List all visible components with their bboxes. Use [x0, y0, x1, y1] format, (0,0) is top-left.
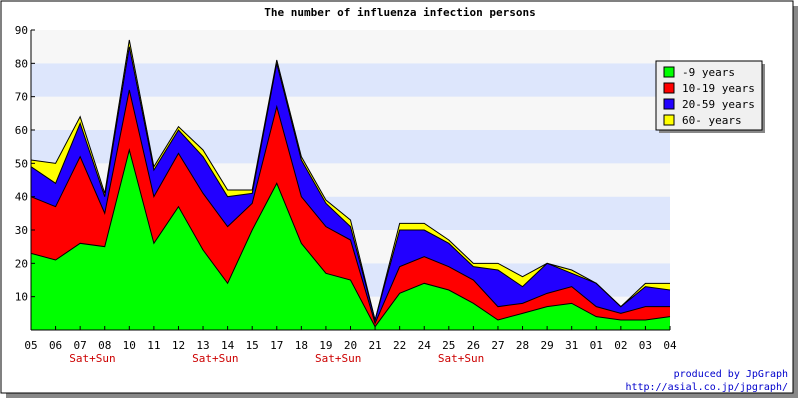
- weekend-label: Sat+Sun: [438, 352, 484, 365]
- x-tick-label: 31: [565, 339, 578, 352]
- x-tick-label: 25: [442, 339, 455, 352]
- x-tick-label: 12: [172, 339, 185, 352]
- y-tick-label: 50: [15, 157, 28, 170]
- grid-band: [31, 30, 670, 64]
- legend-label: 10-19 years: [682, 82, 755, 95]
- x-tick-label: 03: [639, 339, 652, 352]
- x-tick-label: 14: [221, 339, 235, 352]
- x-tick-label: 29: [540, 339, 553, 352]
- y-axis: 10 20 30 40 50 60 70 80 90: [15, 24, 35, 330]
- x-axis: 05 06 07 08 10 11 12 13 14 15 17 18 19 20 21 22 24 25 26 27…: [24, 326, 677, 365]
- x-tick-label: 28: [516, 339, 529, 352]
- x-tick-label: 15: [246, 339, 259, 352]
- x-tick-label: 27: [491, 339, 504, 352]
- x-tick-label: 13: [196, 339, 209, 352]
- y-tick-label: 80: [15, 57, 28, 70]
- y-tick-label: 20: [15, 257, 28, 270]
- legend-swatch: [663, 82, 675, 94]
- legend-swatch: [663, 114, 675, 126]
- area-outline-4: [30, 39, 670, 321]
- x-tick-label: 24: [418, 339, 432, 352]
- x-tick-label: 18: [295, 339, 308, 352]
- x-tick-label: 21: [368, 339, 381, 352]
- x-tick-label: 22: [393, 339, 406, 352]
- y-tick-label: 10: [15, 291, 28, 304]
- area-outline-1: [30, 148, 671, 328]
- y-tick-label: 40: [15, 191, 28, 204]
- legend-label: 20-59 years: [682, 98, 755, 111]
- x-tick-label: 05: [24, 339, 37, 352]
- x-tick-label: 08: [98, 339, 111, 352]
- x-tick-label: 06: [49, 339, 62, 352]
- legend-swatch: [663, 98, 675, 110]
- chart-title: The number of influenza infection person…: [264, 6, 536, 19]
- legend-label: -9 years: [682, 66, 735, 79]
- y-tick-label: 70: [15, 91, 28, 104]
- x-tick-label: 10: [123, 339, 136, 352]
- x-tick-label: 11: [147, 339, 160, 352]
- x-tick-label: 01: [590, 339, 603, 352]
- x-tick-label: 19: [319, 339, 332, 352]
- y-tick-label: 90: [15, 24, 28, 37]
- weekend-label: Sat+Sun: [69, 352, 115, 365]
- y-tick-label: 60: [15, 124, 28, 137]
- weekend-label: Sat+Sun: [315, 352, 361, 365]
- area-series-1: [31, 150, 670, 330]
- x-tick-label: 07: [74, 339, 87, 352]
- legend: -9 years 10-19 years 20-59 years 60- years: [655, 60, 765, 133]
- legend-label: 60- years: [682, 114, 742, 127]
- x-tick-label: 02: [614, 339, 627, 352]
- credit-url: http://asial.co.jp/jpgraph/: [625, 382, 788, 393]
- area-outline-3: [30, 46, 671, 322]
- legend-swatch: [663, 66, 675, 78]
- weekend-label: Sat+Sun: [192, 352, 238, 365]
- y-tick-label: 30: [15, 224, 28, 237]
- x-tick-label: 20: [344, 339, 357, 352]
- x-tick-label: 04: [663, 339, 677, 352]
- x-tick-label: 17: [270, 339, 283, 352]
- x-tick-label: 26: [467, 339, 480, 352]
- area-outline-2: [30, 89, 670, 325]
- credit-text: produced by JpGraph: [674, 369, 788, 380]
- stacked-areas: [30, 39, 671, 331]
